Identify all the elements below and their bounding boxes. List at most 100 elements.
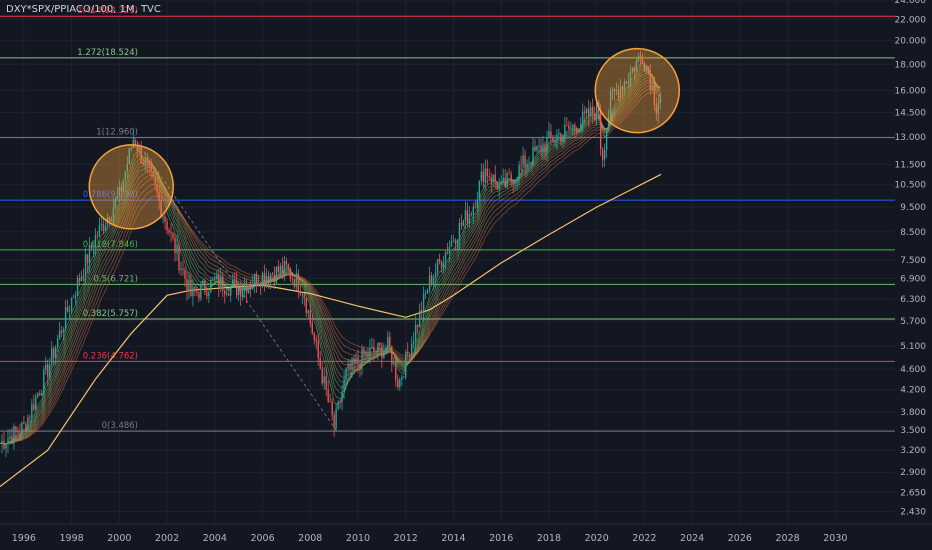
candle-body (385, 347, 387, 351)
candle-body (418, 310, 421, 328)
candle-body (637, 56, 640, 61)
candle-body (498, 183, 500, 190)
price-tick-label: 3.500 (900, 426, 926, 436)
time-tick-label: 2016 (489, 533, 513, 544)
candle-body (267, 276, 270, 282)
candle-body (146, 159, 148, 163)
candle-body (341, 391, 343, 403)
time-tick-label: 2030 (823, 533, 847, 544)
candle-body (345, 368, 347, 379)
candle-body (210, 279, 212, 293)
candle-body (160, 199, 162, 217)
candle-body (500, 181, 502, 184)
candle-body (434, 272, 437, 278)
candle-body (436, 259, 439, 273)
price-tick-label: 5.100 (900, 342, 926, 352)
candle-body (625, 81, 628, 83)
candle-body (591, 106, 594, 114)
candle-body (373, 346, 375, 352)
candle-body (595, 102, 598, 120)
candle-body (291, 278, 294, 280)
candle-body (655, 104, 658, 114)
candle-body (387, 336, 389, 348)
candle-body (204, 280, 206, 293)
candle-body (269, 273, 272, 282)
candle-body (325, 376, 327, 390)
candle-body (367, 351, 369, 357)
candle-body (538, 145, 540, 147)
candle-body (582, 111, 584, 124)
candle-body (409, 354, 411, 358)
time-tick-label: 2010 (346, 533, 370, 544)
candle-body (122, 180, 125, 192)
candle-body (74, 295, 77, 298)
candle-body (470, 214, 473, 215)
candle-body (623, 81, 626, 91)
candle-body (245, 285, 248, 294)
highlight-circles[interactable] (88, 47, 680, 230)
candle-body (349, 363, 351, 370)
price-tick-label: 11.500 (895, 160, 927, 170)
candle-body (357, 357, 359, 364)
candle-body (90, 245, 93, 249)
candle-body (76, 278, 79, 296)
candle-body (347, 363, 349, 369)
candle-body (194, 286, 196, 292)
candle-body (33, 404, 35, 410)
candle-body (452, 240, 455, 242)
candle-body (94, 235, 97, 248)
candle-body (120, 186, 123, 192)
fib-level-label: 1.414(22.321) (77, 6, 138, 16)
candle-body (208, 292, 210, 297)
candle-body (496, 181, 498, 190)
candle-body (21, 422, 23, 435)
candle-body (19, 432, 21, 435)
candle-body (379, 342, 381, 346)
candle-body (532, 146, 534, 164)
candle-body (438, 259, 441, 262)
candle-body (494, 174, 496, 182)
candle-body (25, 423, 27, 431)
candle-body (558, 133, 560, 135)
candle-body (239, 288, 242, 297)
time-axis[interactable]: 1996 1998 2000 2002 2004 2006 2008 2010 2012 2014… (12, 533, 848, 544)
candle-body (247, 285, 250, 294)
candle-body (580, 123, 582, 130)
candle-body (56, 338, 59, 348)
candle-body (647, 66, 650, 73)
moving-average-line (0, 74, 661, 445)
candle-body (643, 62, 646, 71)
price-tick-label: 4.200 (900, 385, 926, 395)
candle-body (178, 244, 180, 271)
candle-body (369, 348, 371, 357)
time-tick-label: 2004 (203, 533, 227, 544)
slow-moving-average-line (0, 173, 662, 487)
candle-body (72, 297, 75, 298)
candle-body (576, 127, 578, 133)
candle-body (305, 297, 307, 313)
candle-body (158, 192, 160, 200)
candle-body (186, 278, 188, 292)
time-tick-label: 2014 (441, 533, 465, 544)
candle-body (524, 155, 526, 168)
price-axis[interactable]: 24.000 22.000 20.000 18.000 16.000 14.500 13.0… (895, 0, 927, 518)
candle-body (528, 162, 530, 164)
candle-body (136, 145, 138, 152)
candle-body (192, 286, 194, 297)
candle-body (253, 273, 256, 285)
price-tick-label: 6.300 (900, 295, 926, 305)
candle-body (412, 341, 415, 344)
candle-body (182, 268, 184, 270)
candle-body (321, 368, 323, 384)
candle-body (118, 186, 121, 197)
candle-body (206, 292, 208, 297)
candle-body (257, 284, 260, 287)
candle-body (138, 145, 140, 152)
candle-body (299, 291, 302, 295)
candle-body (297, 273, 300, 292)
candle-body (168, 230, 170, 233)
moving-average-line (0, 70, 661, 445)
candle-body (164, 216, 166, 222)
chart-title: DXY*SPX/PPIACO/100, 1M, TVC (6, 4, 161, 15)
